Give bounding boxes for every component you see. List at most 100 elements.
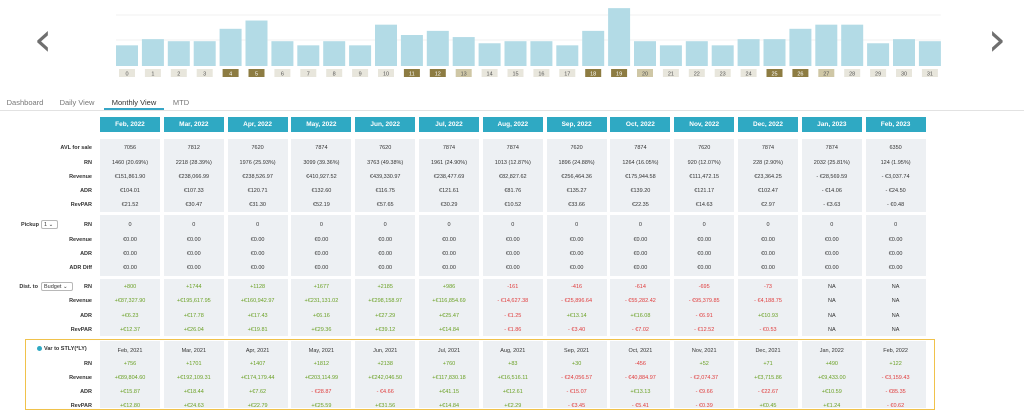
pickup-revenue-cell: €0.00 xyxy=(378,237,393,243)
pickup-column xyxy=(355,215,416,276)
stly-column xyxy=(100,341,160,408)
day-label-bg xyxy=(274,69,291,77)
tab-monthly-view[interactable]: Monthly View xyxy=(111,98,157,107)
month-header[interactable]: Aug, 2022 xyxy=(482,117,543,132)
prev-period-arrow[interactable]: ‹ xyxy=(28,16,58,62)
daily-bar[interactable] xyxy=(167,41,190,66)
pickup-select[interactable]: 1 ⌄ xyxy=(41,220,58,229)
month-header[interactable]: Mar, 2022 xyxy=(163,117,224,132)
otb-revenue-cell: €238,526.97 xyxy=(242,174,273,180)
stly-revpar-cell: +€2.29 xyxy=(504,403,522,409)
dist-revpar-cell: - €3.40 xyxy=(568,327,586,333)
daily-bar[interactable] xyxy=(815,24,838,67)
label-dist-to: Dist. to xyxy=(19,284,38,290)
daily-bar[interactable] xyxy=(530,41,553,66)
daily-bar[interactable] xyxy=(789,28,812,66)
daily-bar[interactable] xyxy=(711,45,734,66)
next-period-arrow[interactable]: › xyxy=(982,16,1012,62)
otb-adr-cell: €102.47 xyxy=(758,188,778,194)
daily-bar[interactable] xyxy=(193,41,216,66)
dist-rn-cell: -73 xyxy=(764,284,772,290)
daily-bar[interactable] xyxy=(400,35,423,66)
day-label-bg xyxy=(248,69,265,77)
pickup-adr-cell: €0.00 xyxy=(505,251,520,257)
tab-daily-view[interactable]: Daily View xyxy=(59,98,95,107)
pickup-revenue-cell: €0.00 xyxy=(569,237,584,243)
daily-bar[interactable] xyxy=(763,39,786,66)
dist-target-select[interactable]: Budget ⌄ xyxy=(41,282,73,291)
month-header[interactable]: Feb, 2022 xyxy=(100,117,160,132)
daily-bar[interactable] xyxy=(634,41,656,66)
dist-revenue-cell: +€116,854.69 xyxy=(432,298,466,304)
otb-revenue-cell: €151,861.90 xyxy=(114,174,146,180)
daily-bar[interactable] xyxy=(426,30,449,66)
month-header[interactable]: Oct, 2022 xyxy=(610,117,671,132)
daily-bar[interactable] xyxy=(219,28,242,66)
month-header[interactable]: Nov, 2022 xyxy=(674,117,735,132)
dist-rn-cell: +1744 xyxy=(186,284,202,290)
dist-rn-cell: +800 xyxy=(123,284,137,290)
daily-bar[interactable] xyxy=(116,45,138,66)
stly-adr-cell: - €15.07 xyxy=(566,389,587,395)
month-header[interactable]: Jul, 2022 xyxy=(419,117,479,132)
daily-bar[interactable] xyxy=(323,41,346,66)
dist-adr-cell: +€10.93 xyxy=(757,313,779,319)
otb-avl-cell: 7620 xyxy=(570,145,583,151)
month-header[interactable]: Jan, 2023 xyxy=(801,117,862,132)
otb-revenue-cell: €439,330.97 xyxy=(369,174,401,180)
day-label-bg xyxy=(662,69,679,77)
day-label-bg xyxy=(352,69,369,77)
stly-revpar-cell: +€25.59 xyxy=(311,403,332,409)
month-header[interactable]: Feb, 2023 xyxy=(865,117,926,132)
daily-bar[interactable] xyxy=(556,45,579,66)
chevron-down-icon: ⌄ xyxy=(62,284,68,290)
daily-bar[interactable] xyxy=(141,39,164,66)
pickup-rn-cell: 0 xyxy=(192,222,196,228)
month-header[interactable]: Apr, 2022 xyxy=(227,117,288,132)
dist-revpar-cell: +€29.36 xyxy=(311,327,332,333)
dist-adr-cell: NA xyxy=(827,313,836,319)
daily-bar[interactable] xyxy=(685,41,708,66)
daily-bar[interactable] xyxy=(478,43,501,66)
otb-avl-cell: 7874 xyxy=(506,145,519,151)
daily-bar[interactable] xyxy=(841,24,864,67)
daily-bar[interactable] xyxy=(737,39,760,66)
daily-bar[interactable] xyxy=(245,20,268,66)
daily-bar[interactable] xyxy=(375,24,397,67)
daily-bar[interactable] xyxy=(867,43,890,66)
day-label: 14 xyxy=(487,71,493,77)
daily-bar[interactable] xyxy=(918,41,941,66)
pickup-adr_diff-cell: €0.00 xyxy=(824,265,839,271)
daily-bar[interactable] xyxy=(608,8,631,67)
tab-mtd[interactable]: MTD xyxy=(172,98,190,107)
daily-bar[interactable] xyxy=(582,30,605,66)
day-label: 13 xyxy=(461,71,467,77)
otb-revenue-cell: €82,827.62 xyxy=(499,174,527,180)
var-stly-radio[interactable] xyxy=(37,346,42,351)
daily-bar[interactable] xyxy=(504,41,527,66)
stly-revenue-cell: +€3,715.86 xyxy=(754,375,782,381)
stly-column xyxy=(482,341,543,408)
daily-bar[interactable] xyxy=(271,41,294,66)
stly-column xyxy=(546,341,607,408)
day-label: 21 xyxy=(668,71,674,77)
month-header[interactable]: Sep, 2022 xyxy=(546,117,607,132)
stly-revpar-cell: +€0.45 xyxy=(759,403,777,409)
tab-dashboard[interactable]: Dashboard xyxy=(6,98,44,107)
daily-bar[interactable] xyxy=(349,45,372,66)
month-header[interactable]: Dec, 2022 xyxy=(738,117,798,132)
stly-adr-cell: - €85.35 xyxy=(885,389,906,395)
stly-revpar-cell: +€31.56 xyxy=(375,403,396,409)
month-header[interactable]: Jun, 2022 xyxy=(355,117,416,132)
pickup-column xyxy=(674,215,735,276)
day-label: 29 xyxy=(875,71,881,77)
otb-revpar-cell: - €0.48 xyxy=(887,202,905,208)
dist-rn-cell: NA xyxy=(827,284,836,290)
dist-rn-cell: -695 xyxy=(698,284,710,290)
month-header[interactable]: May, 2022 xyxy=(291,117,352,132)
daily-bar[interactable] xyxy=(659,45,682,66)
daily-bar[interactable] xyxy=(893,39,915,66)
daily-bar[interactable] xyxy=(297,45,320,66)
stly-month-label: Feb, 2022 xyxy=(883,348,908,354)
daily-bar[interactable] xyxy=(452,37,475,66)
